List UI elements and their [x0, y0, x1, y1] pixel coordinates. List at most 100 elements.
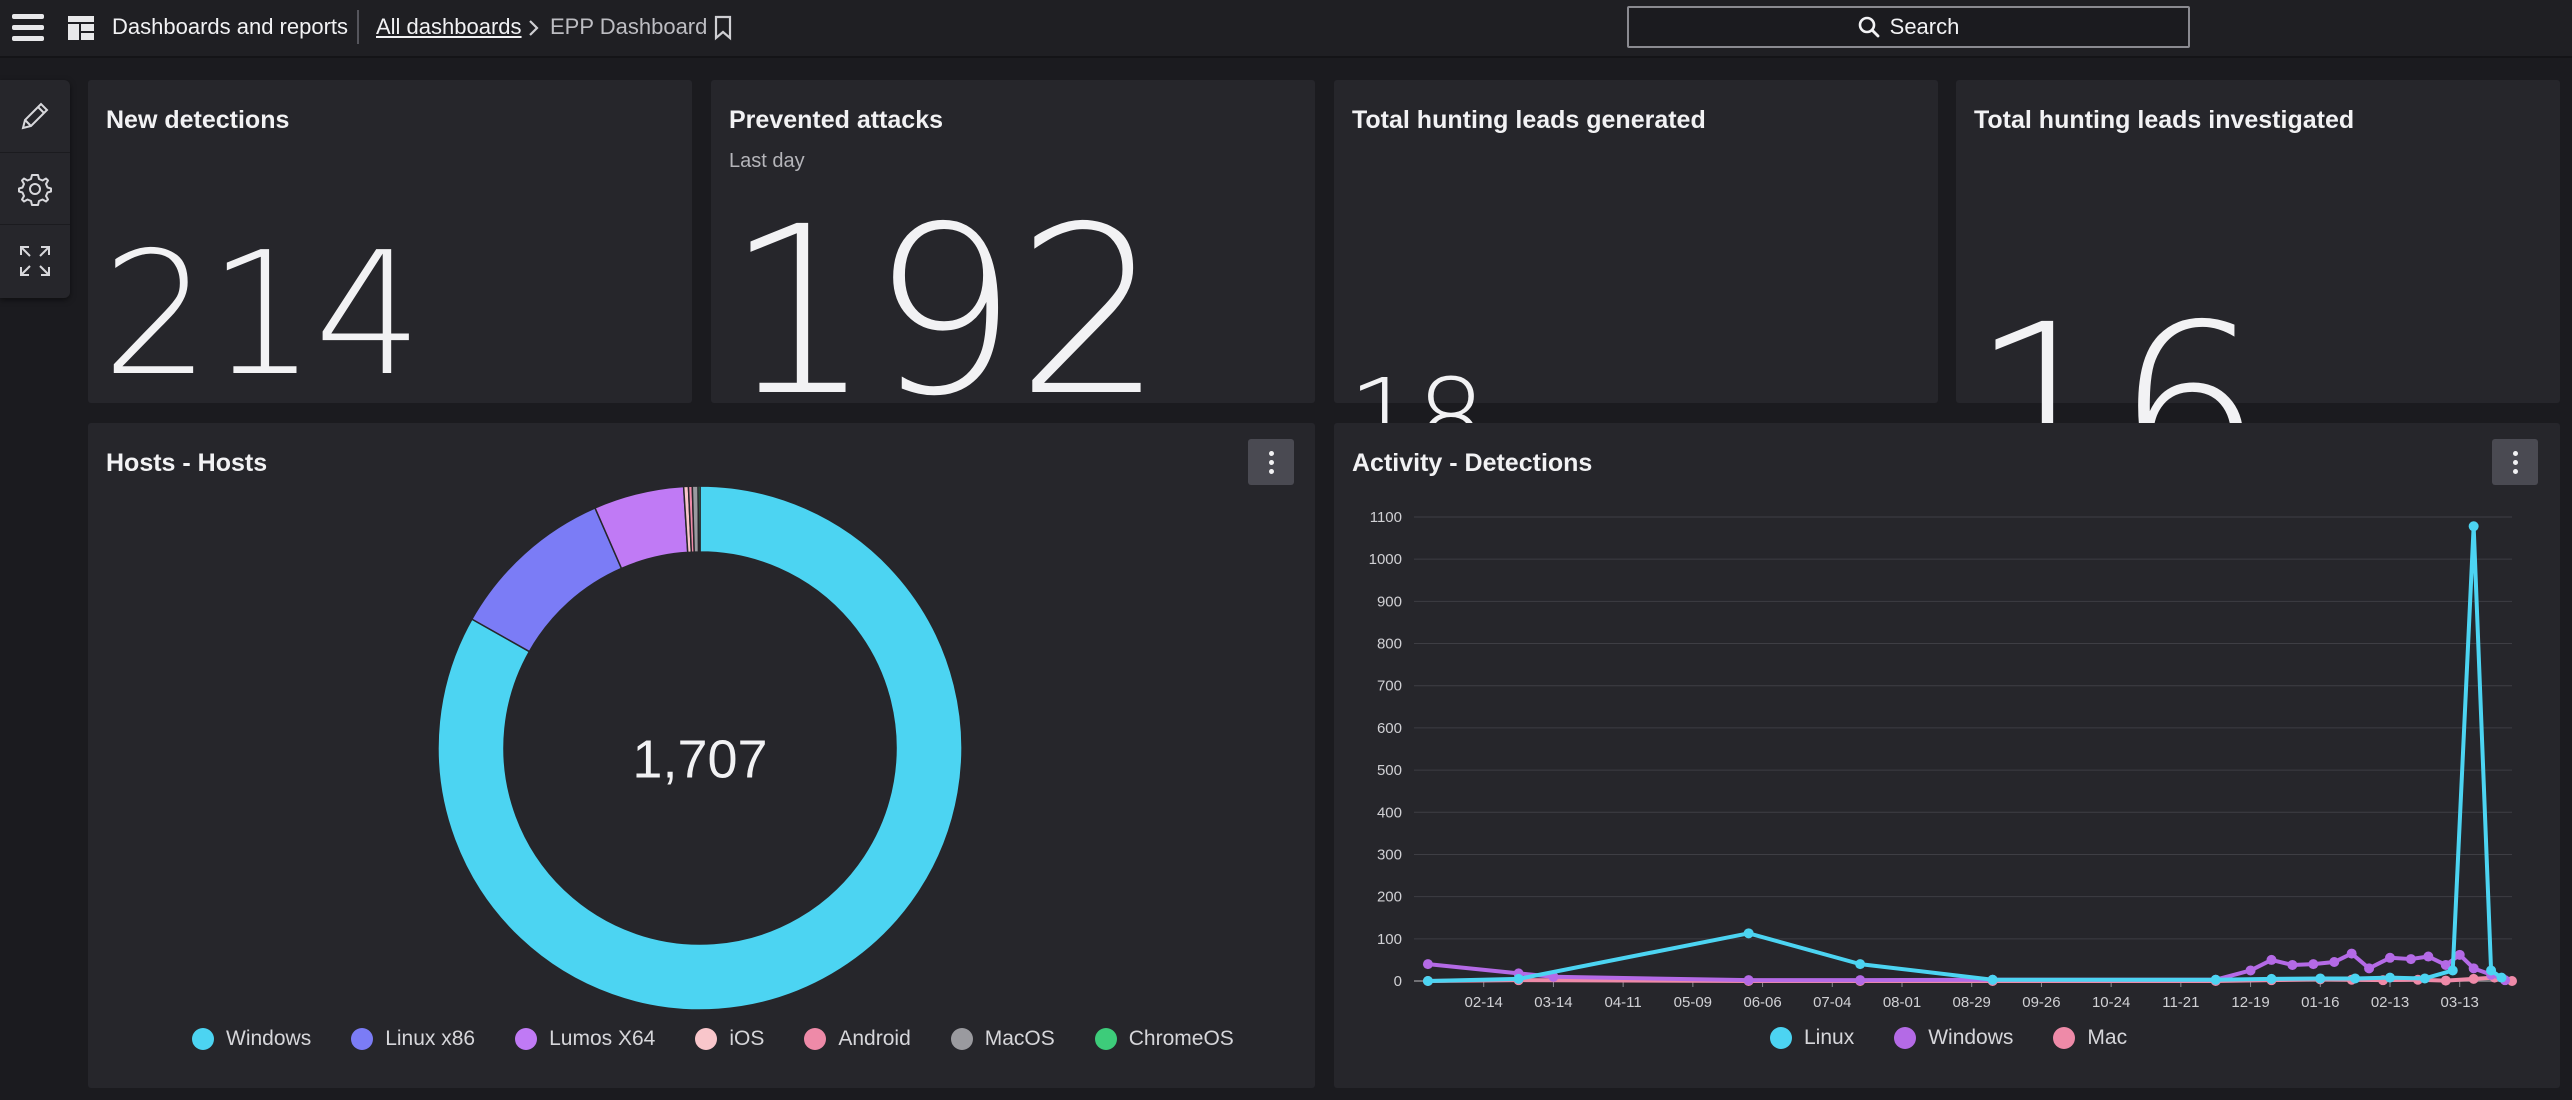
- activity-panel: Activity - Detections 0 100 200 300 400 500 60…: [1334, 423, 2560, 1088]
- donut-slice-linux-x86[interactable]: [470, 506, 623, 653]
- data-point-linux[interactable]: [2266, 973, 2277, 984]
- data-point-windows[interactable]: [2245, 965, 2256, 976]
- legend-item-linux[interactable]: Linux: [1770, 1026, 1854, 1050]
- donut-slice-chromeos[interactable]: [697, 485, 701, 553]
- search-button[interactable]: Search: [1627, 6, 2190, 48]
- y-tick-label: 500: [1377, 762, 1402, 779]
- data-point-linux[interactable]: [2468, 521, 2479, 532]
- data-point-linux[interactable]: [2496, 972, 2507, 983]
- data-point-linux[interactable]: [2210, 974, 2221, 985]
- legend-label: MacOS: [984, 1027, 1055, 1050]
- data-point-windows[interactable]: [2308, 959, 2319, 970]
- data-point-linux[interactable]: [1422, 976, 1433, 986]
- x-tick-label: 09-26: [2022, 994, 2060, 1011]
- fullscreen-button[interactable]: [0, 224, 70, 296]
- edit-button[interactable]: [0, 80, 70, 152]
- settings-button[interactable]: [0, 152, 70, 224]
- stat-card-prevented-attacks: Prevented attacks Last day 192: [711, 80, 1315, 428]
- data-point-linux[interactable]: [2419, 973, 2430, 984]
- data-point-linux[interactable]: [1513, 973, 1524, 984]
- legend-label: Linux x86: [385, 1027, 476, 1050]
- legend-item-macos[interactable]: MacOS: [950, 1027, 1055, 1051]
- data-point-windows[interactable]: [2454, 949, 2465, 960]
- legend-item-windows[interactable]: Windows: [192, 1027, 311, 1051]
- data-point-windows[interactable]: [1422, 959, 1433, 970]
- x-tick-label: 03-14: [1534, 994, 1572, 1011]
- data-point-linux[interactable]: [2385, 972, 2395, 983]
- legend-item-lumos-x64[interactable]: Lumos X64: [515, 1027, 655, 1051]
- breadcrumb-current: EPP Dashboard: [550, 14, 708, 39]
- stat-card-title: Prevented attacks: [729, 106, 944, 134]
- data-point-mac[interactable]: [2440, 975, 2451, 986]
- data-point-windows[interactable]: [1855, 975, 1866, 986]
- data-point-mac[interactable]: [2468, 973, 2479, 984]
- breadcrumb-all-dashboards-link[interactable]: All dashboards: [376, 14, 522, 39]
- data-point-windows[interactable]: [2468, 963, 2479, 974]
- x-tick-label: 05-09: [1674, 994, 1712, 1011]
- panel-menu-button[interactable]: [2492, 439, 2538, 485]
- x-tick-label: 03-13: [2441, 994, 2479, 1011]
- series-line-linux[interactable]: [1427, 524, 2503, 983]
- x-tick-label: 01-16: [2301, 994, 2339, 1011]
- search-icon: [1858, 16, 1880, 38]
- x-tick-label: 06-06: [1743, 994, 1781, 1011]
- x-tick-label: 11-21: [2162, 994, 2199, 1011]
- data-point-linux[interactable]: [2447, 965, 2458, 976]
- stat-card-new-detections: New detections 214: [88, 80, 692, 403]
- menu-icon[interactable]: [12, 14, 44, 42]
- legend-label: iOS: [729, 1027, 765, 1050]
- gear-icon: [18, 173, 52, 206]
- legend-label: Windows: [1928, 1026, 2014, 1049]
- stat-card-title: New detections: [106, 106, 290, 134]
- data-point-linux[interactable]: [1743, 928, 1754, 939]
- legend-dot: [950, 1028, 973, 1050]
- activity-legend: Linux Windows Mac: [1770, 1026, 2167, 1050]
- x-tick-label: 12-19: [2231, 994, 2269, 1011]
- stat-card-hunting-leads-generated: Total hunting leads generated 18: [1334, 80, 1938, 474]
- x-tick-label: 07-04: [1813, 994, 1851, 1011]
- header-divider: [357, 10, 359, 44]
- pencil-icon: [21, 102, 49, 130]
- data-point-windows[interactable]: [2346, 948, 2357, 959]
- panel-title: Hosts - Hosts: [106, 449, 268, 477]
- chevron-right-icon: [529, 20, 539, 36]
- data-point-windows[interactable]: [2440, 959, 2451, 970]
- data-point-windows[interactable]: [2385, 952, 2395, 963]
- legend-dot: [1770, 1027, 1792, 1049]
- y-tick-label: 400: [1377, 804, 1402, 821]
- y-tick-label: 1000: [1369, 551, 1402, 568]
- data-point-linux[interactable]: [2486, 965, 2497, 976]
- legend-label: Android: [838, 1027, 911, 1050]
- panel-menu-button[interactable]: [1248, 439, 1294, 485]
- legend-item-ios[interactable]: iOS: [695, 1027, 764, 1051]
- legend-item-linux-x86[interactable]: Linux x86: [351, 1027, 475, 1051]
- data-point-windows[interactable]: [2329, 957, 2340, 968]
- legend-item-chromeos[interactable]: ChromeOS: [1094, 1027, 1234, 1051]
- data-point-windows[interactable]: [2405, 954, 2416, 965]
- legend-item-windows[interactable]: Windows: [1894, 1026, 2013, 1050]
- legend-label: Mac: [2087, 1026, 2128, 1049]
- x-tick-label: 04-11: [1605, 994, 1642, 1011]
- data-point-windows[interactable]: [1743, 975, 1754, 986]
- data-point-windows[interactable]: [2266, 954, 2277, 965]
- legend-dot: [1894, 1027, 1917, 1049]
- hosts-donut-chart: 1,707: [437, 485, 963, 1011]
- data-point-linux[interactable]: [2350, 973, 2361, 984]
- data-point-linux[interactable]: [1855, 959, 1866, 970]
- data-point-windows[interactable]: [2364, 963, 2375, 974]
- legend-item-mac[interactable]: Mac: [2053, 1026, 2127, 1050]
- stat-card-value: 192: [725, 177, 1164, 447]
- app-title: Dashboards and reports: [112, 14, 349, 39]
- legend-item-android[interactable]: Android: [804, 1027, 911, 1051]
- donut-slice-windows[interactable]: [437, 485, 963, 1011]
- y-tick-label: 800: [1377, 636, 1402, 653]
- data-point-linux[interactable]: [2315, 973, 2326, 984]
- data-point-windows[interactable]: [2423, 951, 2434, 962]
- data-point-linux[interactable]: [1987, 974, 1998, 985]
- legend-dot: [1094, 1028, 1117, 1050]
- data-point-windows[interactable]: [2287, 959, 2298, 970]
- stat-card-title: Total hunting leads generated: [1352, 106, 1706, 134]
- x-tick-label: 10-24: [2092, 994, 2130, 1011]
- legend-dot: [695, 1028, 718, 1050]
- bookmark-icon[interactable]: [714, 15, 732, 41]
